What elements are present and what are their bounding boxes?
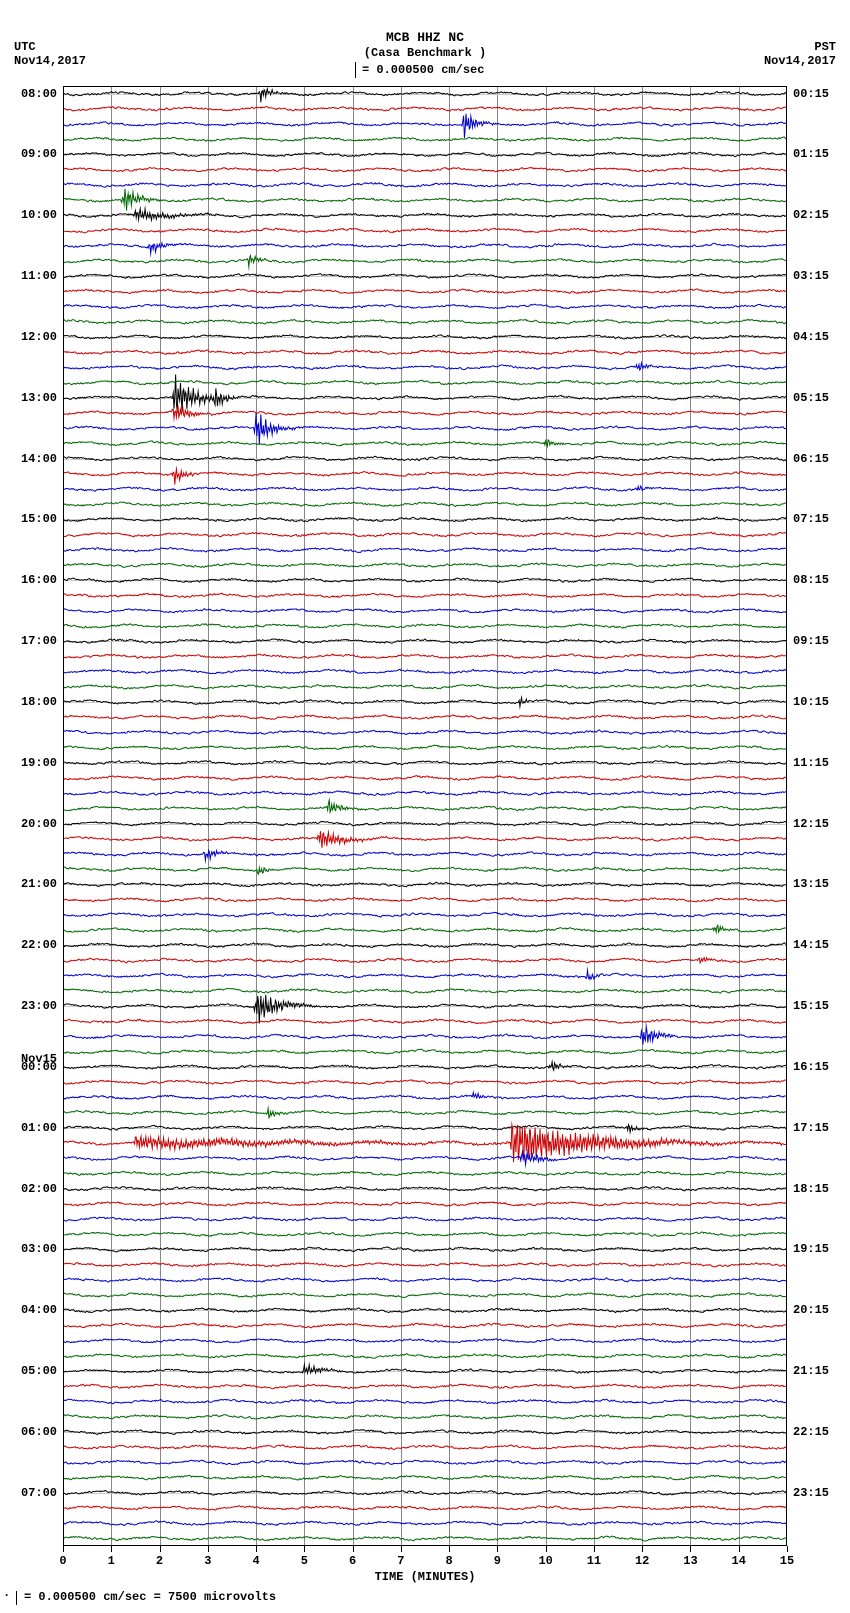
footer-leading-mark: .	[3, 1586, 10, 1600]
x-tick	[497, 1546, 498, 1552]
pst-hour-label: 20:15	[793, 1303, 829, 1317]
x-tick-label: 5	[301, 1554, 308, 1568]
x-tick	[160, 1546, 161, 1552]
x-tick-label: 12	[635, 1554, 649, 1568]
location-line: (Casa Benchmark )	[364, 46, 486, 60]
x-tick	[208, 1546, 209, 1552]
seismogram-plot: 08:0009:0010:0011:0012:0013:0014:0015:00…	[63, 86, 787, 1546]
utc-hour-label: 22:00	[21, 938, 57, 952]
x-tick-label: 8	[446, 1554, 453, 1568]
utc-hour-label: 20:00	[21, 817, 57, 831]
x-tick	[256, 1546, 257, 1552]
x-tick-label: 7	[397, 1554, 404, 1568]
pst-hour-label: 18:15	[793, 1182, 829, 1196]
pst-hour-label: 17:15	[793, 1121, 829, 1135]
utc-hour-label: 21:00	[21, 877, 57, 891]
utc-hour-label: 13:00	[21, 391, 57, 405]
x-tick-label: 2	[156, 1554, 163, 1568]
utc-hour-label: 02:00	[21, 1182, 57, 1196]
footer-scale-text: = 0.000500 cm/sec = 7500 microvolts	[24, 1590, 276, 1604]
right-date: Nov14,2017	[764, 54, 836, 68]
pst-hour-label: 07:15	[793, 512, 829, 526]
left-date: Nov14,2017	[14, 54, 86, 68]
x-tick	[546, 1546, 547, 1552]
right-zone-label: PST	[814, 40, 836, 54]
header-scale-text: = 0.000500 cm/sec	[362, 63, 484, 77]
utc-hour-label: 14:00	[21, 452, 57, 466]
utc-hour-label: 23:00	[21, 999, 57, 1013]
pst-hour-label: 00:15	[793, 87, 829, 101]
x-tick-label: 15	[780, 1554, 794, 1568]
x-tick	[353, 1546, 354, 1552]
x-tick	[642, 1546, 643, 1552]
x-tick-label: 1	[108, 1554, 115, 1568]
x-tick	[787, 1546, 788, 1552]
x-tick	[739, 1546, 740, 1552]
x-tick	[594, 1546, 595, 1552]
footer-scale-tick	[16, 1591, 17, 1605]
x-tick	[690, 1546, 691, 1552]
x-tick	[304, 1546, 305, 1552]
utc-hour-label: 09:00	[21, 147, 57, 161]
pst-hour-label: 22:15	[793, 1425, 829, 1439]
pst-hour-label: 12:15	[793, 817, 829, 831]
station-line: MCB HHZ NC	[386, 30, 464, 45]
pst-hour-label: 01:15	[793, 147, 829, 161]
utc-hour-label: 12:00	[21, 330, 57, 344]
utc-hour-label: 03:00	[21, 1242, 57, 1256]
pst-hour-label: 23:15	[793, 1486, 829, 1500]
x-tick-label: 4	[252, 1554, 259, 1568]
utc-hour-label: 10:00	[21, 208, 57, 222]
left-zone-label: UTC	[14, 40, 36, 54]
pst-hour-label: 02:15	[793, 208, 829, 222]
utc-hour-label: 15:00	[21, 512, 57, 526]
pst-hour-label: 19:15	[793, 1242, 829, 1256]
x-tick-label: 13	[683, 1554, 697, 1568]
pst-hour-label: 06:15	[793, 452, 829, 466]
x-tick	[111, 1546, 112, 1552]
utc-hour-label: 04:00	[21, 1303, 57, 1317]
x-tick-label: 6	[349, 1554, 356, 1568]
utc-hour-label: 00:00	[21, 1060, 57, 1074]
utc-hour-label: 17:00	[21, 634, 57, 648]
pst-hour-label: 10:15	[793, 695, 829, 709]
scale-bar-tick	[355, 62, 356, 78]
pst-hour-label: 05:15	[793, 391, 829, 405]
x-tick	[63, 1546, 64, 1552]
pst-hour-label: 16:15	[793, 1060, 829, 1074]
pst-hour-label: 08:15	[793, 573, 829, 587]
pst-hour-label: 13:15	[793, 877, 829, 891]
pst-hour-label: 15:15	[793, 999, 829, 1013]
utc-hour-label: 18:00	[21, 695, 57, 709]
utc-hour-label: 05:00	[21, 1364, 57, 1378]
pst-hour-label: 04:15	[793, 330, 829, 344]
utc-hour-label: 07:00	[21, 1486, 57, 1500]
x-tick	[401, 1546, 402, 1552]
utc-hour-label: 01:00	[21, 1121, 57, 1135]
x-tick-label: 0	[59, 1554, 66, 1568]
pst-hour-label: 03:15	[793, 269, 829, 283]
pst-hour-label: 14:15	[793, 938, 829, 952]
x-tick-label: 9	[494, 1554, 501, 1568]
x-tick	[449, 1546, 450, 1552]
x-tick-label: 14	[732, 1554, 746, 1568]
utc-hour-label: 16:00	[21, 573, 57, 587]
x-tick-label: 3	[204, 1554, 211, 1568]
utc-hour-label: 08:00	[21, 87, 57, 101]
pst-hour-label: 21:15	[793, 1364, 829, 1378]
seismogram-wrapper: MCB HHZ NC (Casa Benchmark ) = 0.000500 …	[0, 0, 850, 1613]
x-tick-label: 11	[587, 1554, 601, 1568]
pst-hour-label: 11:15	[793, 756, 829, 770]
utc-hour-label: 06:00	[21, 1425, 57, 1439]
x-tick-label: 10	[538, 1554, 552, 1568]
utc-hour-label: 19:00	[21, 756, 57, 770]
utc-hour-label: 11:00	[21, 269, 57, 283]
trace-canvas	[63, 86, 787, 1546]
x-axis-title: TIME (MINUTES)	[375, 1570, 476, 1584]
pst-hour-label: 09:15	[793, 634, 829, 648]
